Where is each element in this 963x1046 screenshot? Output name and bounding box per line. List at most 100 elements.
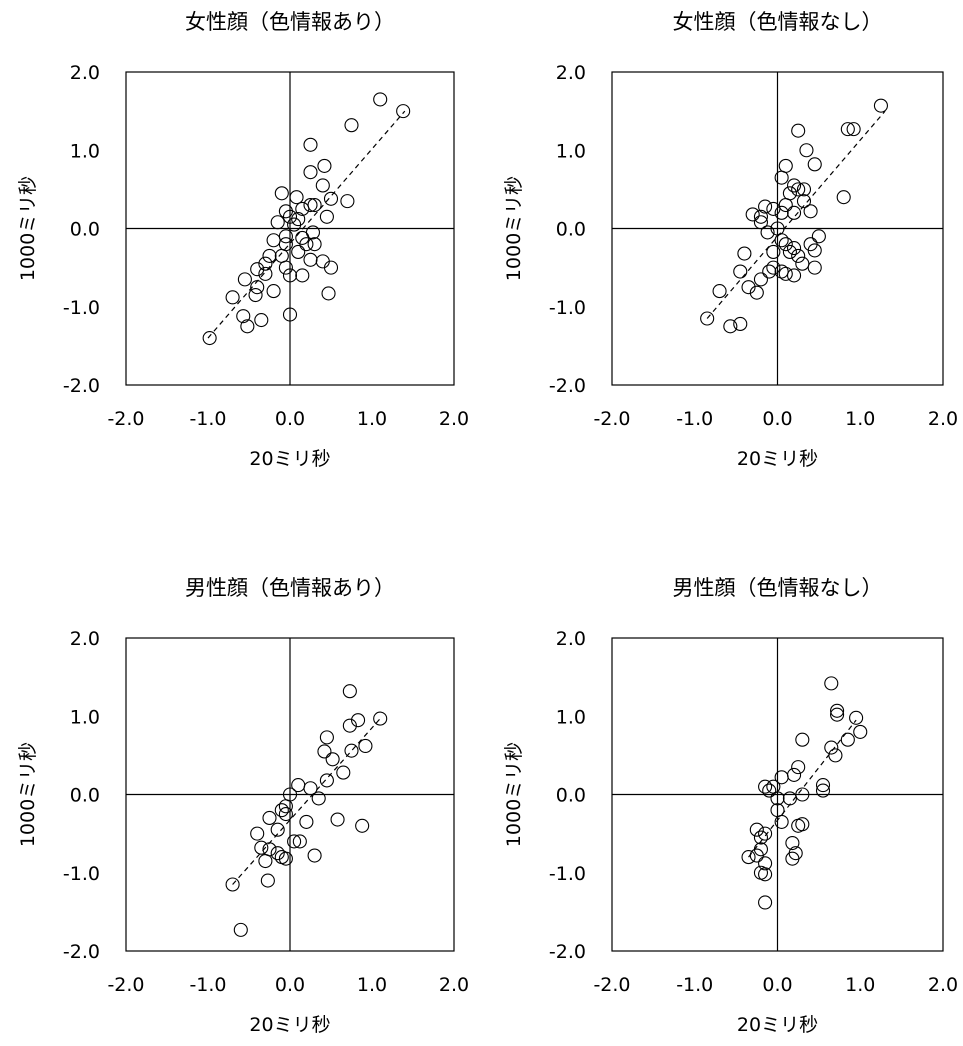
data-point xyxy=(319,209,334,224)
chart-title: 女性顔（色情報あり） xyxy=(185,10,395,34)
chart-panel-2: 女性顔（色情報なし） 2.0 1.0 0.0 -1.0 -2.0 -2.0 -1.0 0.0 1.… xyxy=(503,10,958,470)
data-point xyxy=(317,158,332,173)
y-tick-label: 1.0 xyxy=(556,706,586,728)
y-axis-label: 1000ミリ秒 xyxy=(503,176,525,281)
data-point xyxy=(828,748,843,763)
data-point xyxy=(723,319,738,334)
data-point xyxy=(336,765,351,780)
data-point xyxy=(846,122,861,137)
data-point xyxy=(786,268,802,283)
data-point xyxy=(766,201,781,216)
data-point xyxy=(266,284,281,299)
data-point xyxy=(840,732,855,747)
y-tick-label: -1.0 xyxy=(549,863,586,885)
data-point xyxy=(741,850,756,865)
data-point xyxy=(786,178,802,193)
data-point xyxy=(260,873,275,888)
chart-panel-4: 男性顔（色情報なし） 2.0 1.0 0.0 -1.0 -2.0 -2.0 -1.0 0.0 1.… xyxy=(503,576,958,1036)
y-tick-label: 1.0 xyxy=(556,140,586,162)
y-tick-label: 0.0 xyxy=(70,219,100,241)
x-tick-label: -2.0 xyxy=(593,974,630,996)
data-point xyxy=(840,122,855,137)
data-point xyxy=(782,186,797,201)
data-point xyxy=(758,867,773,882)
data-point xyxy=(358,738,373,754)
data-point xyxy=(712,284,727,299)
data-point xyxy=(785,851,800,866)
chart-title: 女性顔（色情報なし） xyxy=(673,10,883,34)
y-tick-label: -2.0 xyxy=(63,941,100,963)
y-tick-label: -1.0 xyxy=(63,863,100,885)
x-axis-label: 20ミリ秒 xyxy=(737,1014,818,1036)
data-point xyxy=(741,280,756,295)
data-point xyxy=(307,848,322,863)
data-point xyxy=(760,225,775,240)
data-point xyxy=(292,834,307,849)
data-point xyxy=(836,190,851,205)
data-point xyxy=(266,233,281,248)
data-point xyxy=(250,280,265,295)
data-point xyxy=(791,182,806,197)
data-point xyxy=(830,707,845,722)
y-tick-label: 0.0 xyxy=(70,785,100,807)
y-axis-label: 1000ミリ秒 xyxy=(17,742,39,847)
data-point xyxy=(815,778,831,793)
data-point xyxy=(766,244,781,260)
y-tick-label: 2.0 xyxy=(70,62,100,84)
data-point xyxy=(317,744,332,759)
data-point xyxy=(344,118,359,133)
data-point xyxy=(745,207,760,222)
x-tick-label: 1.0 xyxy=(845,408,875,430)
data-point xyxy=(774,170,789,185)
data-point xyxy=(202,330,217,346)
data-point xyxy=(274,803,289,818)
x-tick-label: -2.0 xyxy=(107,974,144,996)
data-point xyxy=(303,197,318,213)
trend-line xyxy=(232,718,381,885)
data-point xyxy=(795,732,810,747)
data-point xyxy=(766,260,781,275)
x-tick-label: -1.0 xyxy=(676,974,713,996)
data-point xyxy=(295,268,310,283)
data-point xyxy=(240,319,255,334)
data-point xyxy=(733,264,748,279)
data-point xyxy=(258,266,273,281)
x-tick-label: 2.0 xyxy=(928,974,958,996)
data-point xyxy=(373,92,388,107)
data-point xyxy=(762,783,777,798)
x-axis-label: 20ミリ秒 xyxy=(249,448,330,470)
x-tick-label: 0.0 xyxy=(275,408,305,430)
x-axis-label: 20ミリ秒 xyxy=(737,448,818,470)
data-point xyxy=(791,248,806,263)
data-point xyxy=(758,779,773,794)
x-tick-label: 0.0 xyxy=(275,974,305,996)
y-tick-label: -1.0 xyxy=(549,297,586,319)
y-tick-label: -2.0 xyxy=(549,941,586,963)
y-tick-label: 1.0 xyxy=(70,706,100,728)
data-point xyxy=(319,730,334,745)
data-point xyxy=(282,268,298,283)
data-point xyxy=(815,783,831,798)
data-point xyxy=(303,165,318,180)
x-axis-label: 20ミリ秒 xyxy=(249,1014,330,1036)
x-tick-label: 1.0 xyxy=(357,408,387,430)
data-point xyxy=(753,272,769,287)
data-point xyxy=(774,205,789,220)
data-point xyxy=(270,215,285,230)
data-point xyxy=(853,724,868,739)
data-point xyxy=(270,846,285,861)
data-point xyxy=(295,201,310,216)
x-tick-label: 0.0 xyxy=(762,408,792,430)
data-point xyxy=(278,260,293,275)
data-point xyxy=(824,740,839,755)
data-point xyxy=(774,814,789,829)
trend-line xyxy=(207,110,406,339)
data-point xyxy=(237,272,252,287)
data-point xyxy=(786,205,802,220)
data-point xyxy=(225,290,240,305)
data-point xyxy=(807,243,822,258)
chart-panel-1: 女性顔（色情報あり） 2.0 1.0 0.0 -1.0 -2.0 -2.0 -1.0 0.0 1.… xyxy=(17,10,469,470)
data-point xyxy=(287,834,302,849)
data-point xyxy=(311,791,326,806)
data-point xyxy=(737,246,752,261)
